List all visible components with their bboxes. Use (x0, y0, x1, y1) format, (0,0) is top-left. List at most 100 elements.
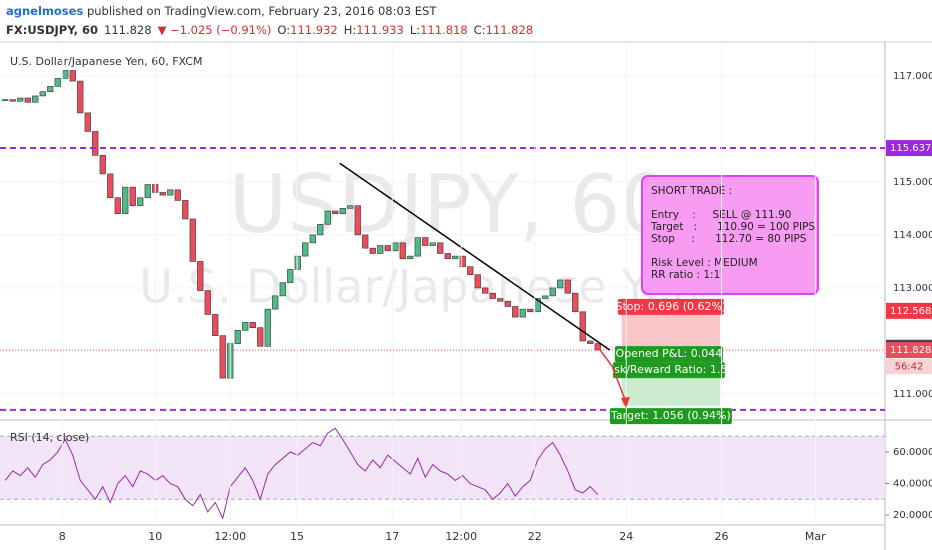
candle (129, 186, 136, 207)
candle (399, 242, 406, 260)
candle (54, 78, 61, 87)
candle (114, 197, 121, 214)
candle (212, 314, 219, 336)
y-tick-label: 115.000 (893, 177, 932, 188)
change: ▼ −1.025 (−0.91%) (158, 23, 272, 37)
x-tick-label: 15 (290, 530, 304, 543)
x-tick-label: 26 (715, 530, 729, 543)
candle (92, 131, 99, 156)
rsi-tick-label: 40.0000 (893, 479, 932, 490)
annotation-line: Risk Level : MEDIUM (651, 257, 758, 269)
candle (324, 210, 331, 225)
candle (317, 223, 324, 236)
candle (309, 234, 316, 244)
pane-title: U.S. Dollar/Japanese Yen, 60, FXCM (10, 55, 202, 68)
candle (272, 295, 279, 310)
trade-label-box (617, 298, 724, 315)
candle (392, 242, 399, 252)
candle (564, 279, 571, 294)
ohlc: O:111.932 H:111.933 L:111.818 C:111.828 (277, 23, 533, 37)
candle (497, 298, 504, 302)
candle (594, 343, 601, 351)
trade-label: Stop: 0.696 (0.62%) (616, 300, 727, 313)
candle (122, 186, 129, 214)
x-tick-label: Mar (805, 530, 826, 543)
x-tick-label: 12:00 (214, 530, 246, 543)
candle (437, 242, 444, 254)
ohlc-value: 111.818 (420, 23, 468, 37)
trendline (339, 162, 611, 351)
ohlc-value: 111.932 (290, 23, 338, 37)
price-label-box (886, 302, 932, 319)
countdown-box (886, 359, 932, 375)
candle (489, 292, 496, 299)
candle (62, 70, 69, 79)
candle (347, 205, 354, 209)
x-tick-label: 12:00 (445, 530, 477, 543)
candle (32, 95, 39, 103)
symbol: FX:USDJPY, 60 (6, 23, 98, 37)
candle (362, 234, 369, 249)
candle (47, 86, 54, 92)
candle (444, 253, 451, 260)
candle (377, 245, 384, 254)
ohlc-key: H: (344, 23, 357, 37)
annotation-line: Stop : 112.70 = 80 PIPS (651, 233, 807, 245)
price-label: 115.637 (890, 143, 931, 154)
candle (264, 308, 271, 347)
trade-label-box (614, 346, 723, 363)
candle (429, 242, 436, 246)
annotation-line: SHORT TRADE : (651, 185, 732, 197)
candle (354, 205, 361, 236)
rsi-pane: RSI (14, close) (0, 427, 885, 520)
candle (137, 197, 144, 207)
candle (587, 340, 594, 344)
rsi-tick-label: 60.0000 (893, 447, 932, 458)
candle (69, 70, 76, 82)
candle (219, 335, 226, 379)
symbol-line: FX:USDJPY, 60 111.828 ▼ −1.025 (−0.91%) O:1… (6, 23, 533, 37)
candle (197, 261, 204, 291)
published: published on TradingView.com, February 2… (83, 4, 437, 18)
ohlc-key: L: (410, 23, 420, 37)
candle (159, 192, 166, 196)
candle (504, 300, 511, 307)
candle (144, 184, 151, 199)
candle (204, 290, 211, 315)
candle (24, 97, 31, 103)
ohlc-key: C: (474, 23, 486, 37)
candle (369, 247, 376, 254)
candle (467, 266, 474, 275)
y-tick-label: 111.000 (893, 389, 932, 400)
candle (174, 189, 181, 201)
trade-label-box (612, 362, 725, 379)
pane-title: RSI (14, close) (10, 431, 89, 444)
candle (527, 308, 534, 313)
candle (182, 200, 189, 220)
candle (84, 112, 91, 132)
candle (407, 255, 414, 260)
y-tick-label: 114.000 (893, 230, 932, 241)
candle (579, 311, 586, 342)
candle (512, 306, 519, 318)
ohlc-key: O: (277, 23, 290, 37)
stop-zone (621, 310, 720, 351)
rsi-line (4, 427, 599, 520)
candle (242, 322, 249, 331)
candle (234, 330, 241, 344)
y-tick-label: 113.000 (893, 283, 932, 294)
annotation-box (641, 175, 819, 295)
candle (294, 255, 301, 270)
candle (384, 245, 391, 252)
x-tick-label: 10 (148, 530, 162, 543)
candle (459, 255, 466, 268)
trade-arrow (599, 349, 627, 403)
annotation-line: RR ratio : 1:1 (651, 269, 720, 281)
candle (99, 155, 106, 175)
ohlc-value: 111.828 (486, 23, 534, 37)
candle (287, 269, 294, 283)
author: agnelmoses (6, 4, 83, 18)
trade-label: Risk/Reward Ratio: 1.52 (603, 363, 734, 376)
publish-line: agnelmoses published on TradingView.com,… (6, 4, 437, 18)
